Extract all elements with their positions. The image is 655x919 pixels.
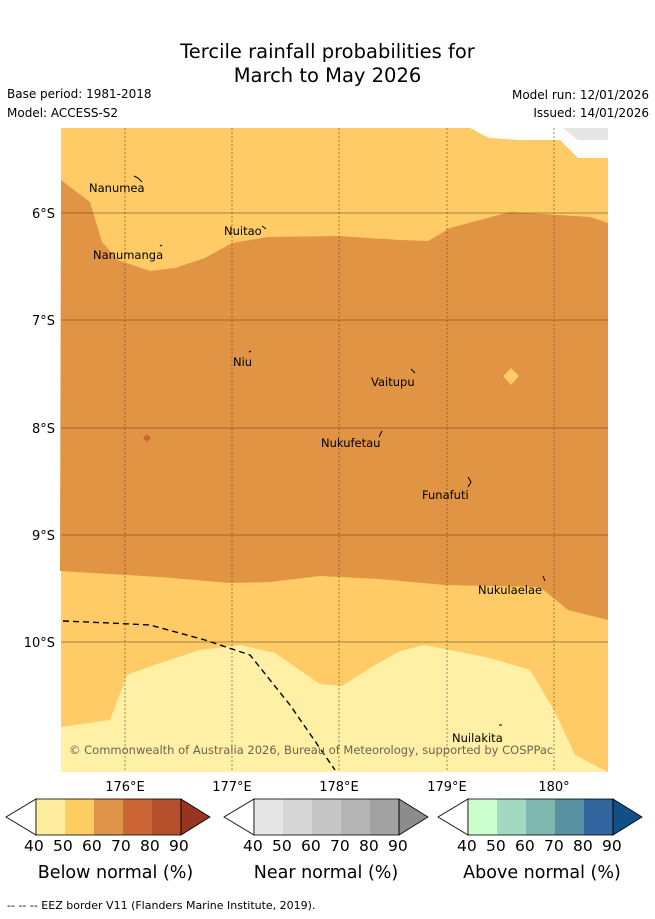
colorbar-bin — [526, 799, 555, 835]
title-line-1: Tercile rainfall probabilities for — [180, 40, 475, 63]
title-line-2: March to May 2026 — [233, 64, 422, 87]
x-tick-label: 179°E — [427, 780, 467, 795]
colorbar-bin — [370, 799, 399, 835]
band-50 — [61, 645, 608, 772]
tercile-map: Nanumea Nuitao Nanumanga Niu Vaitupu Nuk… — [24, 128, 608, 795]
colorbar-near-label: Near normal (%) — [253, 863, 399, 883]
colorbar-outline — [467, 798, 614, 836]
colorbar-bin — [65, 799, 94, 835]
x-tick-label: 177°E — [212, 780, 252, 795]
place-name: Nukufetau — [321, 436, 380, 450]
cb-tick: 60 — [82, 837, 102, 855]
cb-tick: 70 — [544, 837, 564, 855]
cb-tick: 60 — [301, 837, 321, 855]
island-vaitupu — [410, 368, 416, 374]
islands — [133, 175, 546, 726]
eez-border — [62, 620, 336, 771]
x-tick-label: 176°E — [105, 780, 145, 795]
issued-date: Issued: 14/01/2026 — [533, 106, 649, 120]
cb-tick: 90 — [169, 837, 189, 855]
colorbar-bin — [123, 799, 152, 835]
colorbar-bin — [468, 799, 497, 835]
y-tick-label: 6°S — [32, 207, 55, 222]
cb-tick: 50 — [53, 837, 73, 855]
copyright-notice: © Commonwealth of Australia 2026, Bureau… — [69, 743, 553, 757]
cb-tick: 50 — [486, 837, 506, 855]
colorbar-extend-low — [223, 798, 255, 836]
island-nukufetau — [378, 430, 383, 438]
latitude-lines — [61, 212, 608, 643]
island-niu — [248, 350, 252, 353]
x-tick-label: 180° — [538, 780, 569, 795]
colorbar-bin — [497, 799, 526, 835]
y-tick-label: 7°S — [32, 314, 55, 329]
cb-tick: 80 — [140, 837, 160, 855]
place-name: Nukulaelae — [478, 583, 542, 597]
colorbar-1 — [223, 798, 429, 836]
colorbar-extend-high — [398, 798, 429, 836]
colorbar-bin — [341, 799, 370, 835]
colorbar-bin — [152, 799, 181, 835]
colorbar-0 — [5, 798, 211, 836]
place-name: Nanumanga — [93, 248, 163, 262]
near-normal-corner — [563, 128, 608, 140]
place-name: Vaitupu — [371, 375, 415, 389]
cb-tick: 90 — [388, 837, 408, 855]
y-tick-label: 8°S — [32, 422, 55, 437]
patch-80 — [143, 434, 151, 442]
colorbar-outline — [253, 798, 400, 836]
island-nuitao — [261, 225, 267, 230]
cb-tick: 90 — [602, 837, 622, 855]
graticule — [124, 128, 555, 772]
colorbar-above-label: Above normal (%) — [463, 863, 621, 883]
place-name: Nanumea — [89, 181, 145, 195]
colorbar-bin — [36, 799, 65, 835]
y-tick-label: 10°S — [24, 636, 55, 651]
place-name: Nuilakita — [452, 731, 503, 745]
cb-tick: 70 — [111, 837, 131, 855]
colorbar-extend-high — [612, 798, 643, 836]
patch-60 — [503, 368, 519, 385]
colorbar-bin — [283, 799, 312, 835]
colorbar-legend — [5, 798, 643, 836]
y-tick-label: 9°S — [32, 529, 55, 544]
model-run: Model run: 12/01/2026 — [511, 88, 649, 102]
colorbar-2 — [437, 798, 643, 836]
cb-tick: 80 — [359, 837, 379, 855]
band-70 — [60, 180, 608, 620]
model-name: Model: ACCESS-S2 — [7, 106, 119, 120]
colorbar-extend-high — [180, 798, 211, 836]
colorbar-bin — [555, 799, 584, 835]
colorbar-bin — [312, 799, 341, 835]
cb-tick: 40 — [243, 837, 263, 855]
place-name: Funafuti — [422, 488, 469, 502]
cb-tick: 40 — [457, 837, 477, 855]
colorbar-extend-low — [437, 798, 469, 836]
colorbar-extend-low — [5, 798, 37, 836]
map-title: Tercile rainfall probabilities for March… — [0, 40, 655, 88]
colorbar-bin — [94, 799, 123, 835]
island-nukulaelae — [542, 575, 546, 582]
base-period: Base period: 1981-2018 — [7, 87, 152, 101]
colorbar-bin — [584, 799, 613, 835]
island-nanumea — [133, 175, 143, 183]
colorbar-outline — [35, 798, 182, 836]
island-nanumanga — [159, 244, 163, 247]
eez-footnote: -- -- -- EEZ border V11 (Flanders Marine… — [7, 899, 316, 912]
colorbar-bin — [254, 799, 283, 835]
colorbar-below-label: Below normal (%) — [37, 863, 194, 883]
x-tick-label: 178°E — [319, 780, 359, 795]
place-name: Nuitao — [224, 224, 262, 238]
island-funafuti — [467, 476, 472, 488]
cb-tick: 80 — [573, 837, 593, 855]
cb-tick: 40 — [24, 837, 44, 855]
place-name: Niu — [233, 355, 252, 369]
cb-tick: 60 — [515, 837, 535, 855]
cb-tick: 70 — [330, 837, 350, 855]
cb-tick: 50 — [272, 837, 292, 855]
